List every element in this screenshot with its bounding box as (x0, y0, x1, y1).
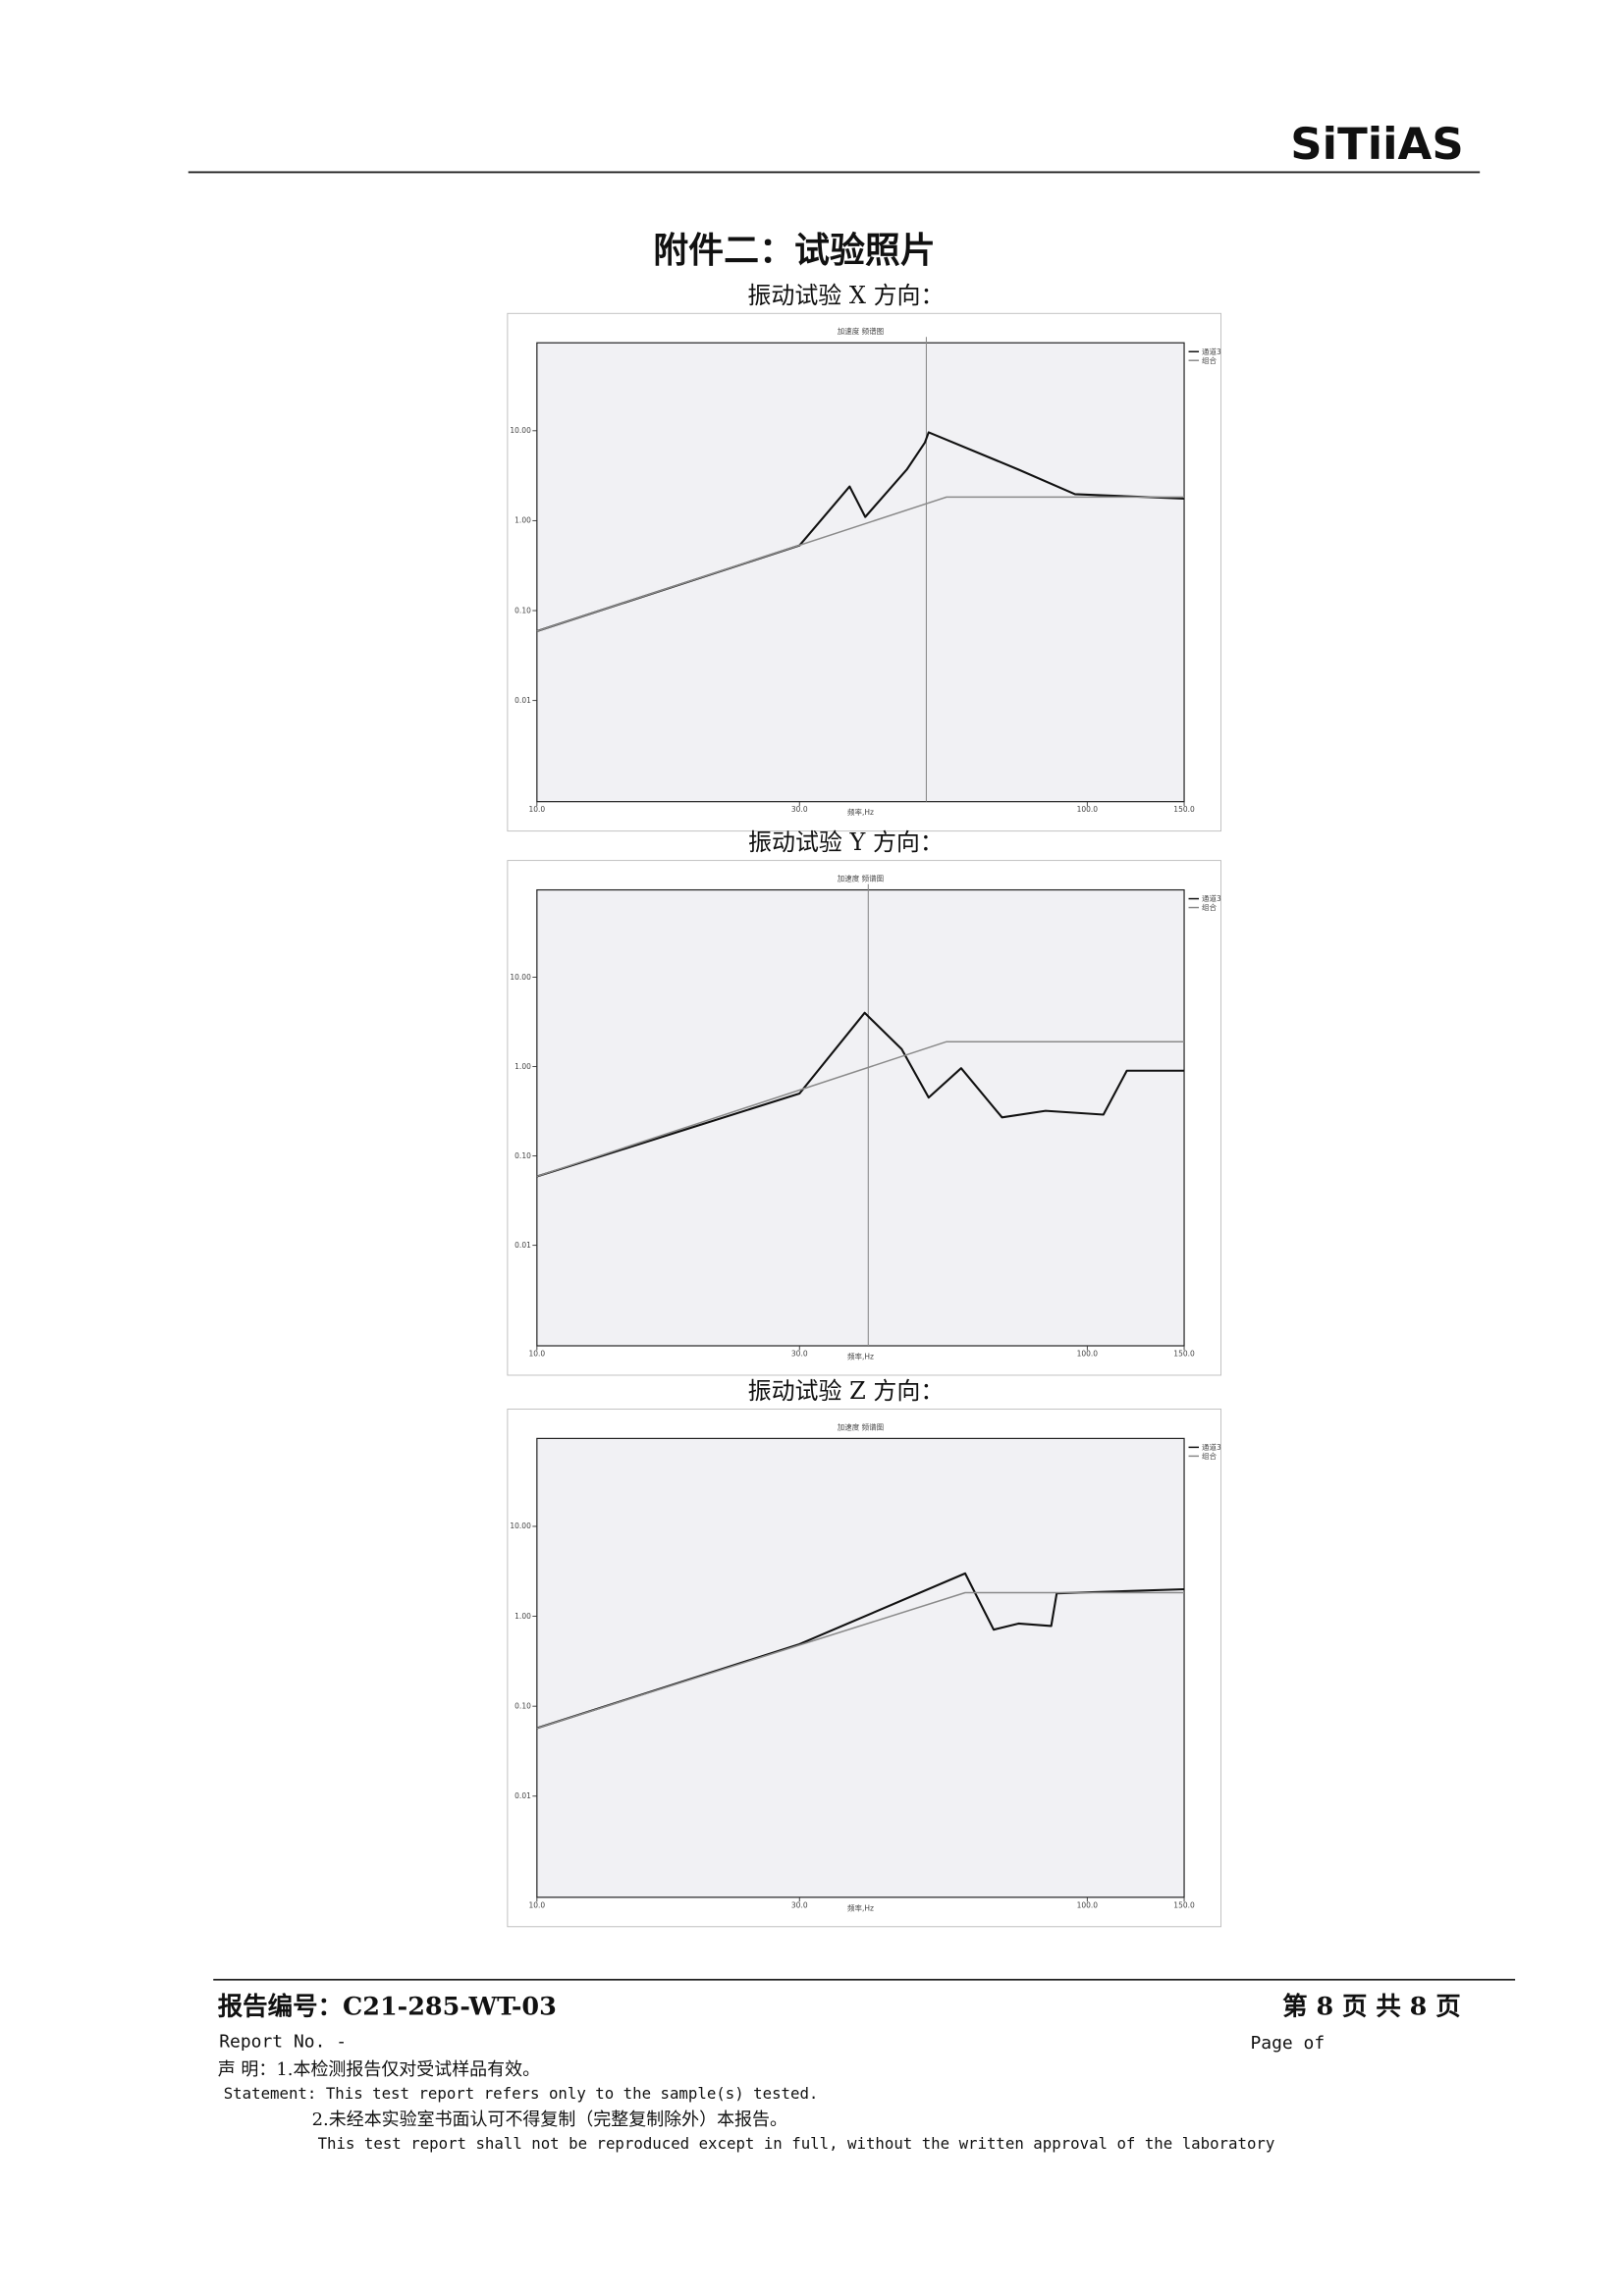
x-axis-label: 频率,Hz (847, 1902, 874, 1912)
chart-title: 加速度 频谱图 (838, 874, 884, 883)
report-no: 报告编号：C21-285-WT-03 (218, 1993, 557, 2022)
y-tick-label: 0.01 (514, 1241, 531, 1250)
statement-en: Statement: This test report refers only … (224, 2084, 819, 2103)
page-en: Page of (1250, 2033, 1325, 2054)
x-tick-label: 10.0 (529, 1349, 546, 1358)
y-tick-label: 0.01 (514, 1791, 531, 1800)
series-line (536, 496, 1185, 632)
y-tick-label: 10.00 (510, 1522, 531, 1530)
chart-frame (507, 860, 1221, 1376)
x-tick-label: 10.0 (529, 1900, 546, 1909)
legend-label: 通道3 (1202, 1442, 1221, 1452)
chart-caption: 振动试验 Y 方向： (748, 828, 944, 856)
x-axis-label: 频率,Hz (847, 807, 874, 817)
legend-label: 组合 (1202, 1451, 1217, 1461)
y-tick-label: 1.00 (514, 1612, 531, 1621)
y-tick-label: 1.00 (514, 1062, 531, 1071)
chart-caption: 振动试验 X 方向： (747, 282, 944, 309)
legend-label: 组合 (1202, 902, 1217, 912)
series-line (536, 1011, 1185, 1178)
y-tick-label: 0.01 (514, 696, 531, 705)
series-line (536, 1572, 1185, 1730)
x-tick-label: 100.0 (1077, 1349, 1099, 1358)
x-tick-label: 30.0 (791, 805, 808, 814)
series-line (536, 1591, 1185, 1730)
legend-label: 组合 (1202, 355, 1217, 365)
report-no-en: Report No. - (219, 2032, 347, 2053)
series-line (536, 431, 1185, 633)
y-tick-label: 1.00 (514, 516, 531, 525)
x-tick-label: 10.0 (529, 805, 546, 814)
chart-caption: 振动试验 Z 方向： (748, 1377, 945, 1405)
plot-area (536, 888, 1185, 1347)
statement: 2.未经本实验室书面认可不得复制（完整复制除外）本报告。 (312, 2109, 787, 2130)
legend-label: 通道3 (1202, 347, 1221, 356)
series-line (536, 1041, 1185, 1178)
chart-frame (507, 312, 1221, 832)
x-tick-label: 150.0 (1173, 1900, 1195, 1909)
y-tick-label: 10.00 (510, 973, 531, 982)
plot-area (536, 1437, 1185, 1898)
x-tick-label: 150.0 (1173, 805, 1195, 814)
legend-label: 通道3 (1202, 893, 1221, 903)
x-tick-label: 100.0 (1077, 805, 1099, 814)
x-tick-label: 30.0 (791, 1349, 808, 1358)
plot-area (536, 342, 1185, 803)
chart-title: 加速度 频谱图 (838, 326, 884, 336)
y-tick-label: 0.10 (514, 1701, 531, 1710)
chart-title: 加速度 频谱图 (838, 1421, 884, 1431)
y-tick-label: 0.10 (514, 606, 531, 614)
y-tick-label: 10.00 (510, 426, 531, 435)
x-tick-label: 100.0 (1077, 1900, 1099, 1909)
y-tick-label: 0.10 (514, 1151, 531, 1160)
x-axis-label: 频率,Hz (847, 1351, 874, 1361)
statement: 声 明：1.本检测报告仅对受试样品有效。 (218, 2059, 540, 2080)
x-tick-label: 30.0 (791, 1900, 808, 1909)
x-tick-label: 150.0 (1173, 1349, 1195, 1358)
statement-en: This test report shall not be reproduced… (318, 2134, 1275, 2153)
chart-frame (507, 1408, 1221, 1928)
page-title: 附件二：试验照片 (653, 230, 936, 271)
page-no: 第 8 页 共 8 页 (1282, 1993, 1461, 2022)
logo: SiTiiAS (1290, 118, 1463, 170)
